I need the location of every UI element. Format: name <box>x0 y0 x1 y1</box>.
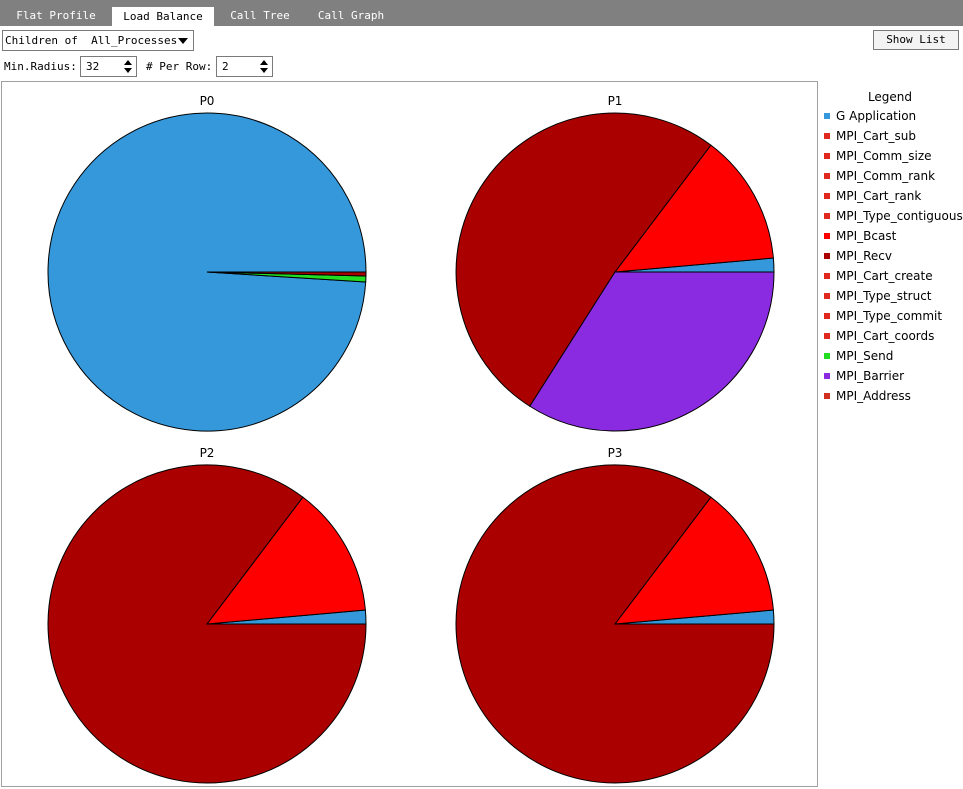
pie-slice[interactable] <box>613 144 774 273</box>
legend-swatch <box>824 313 830 319</box>
spinner-arrows-icon[interactable] <box>258 58 270 75</box>
pie-title: P0 <box>200 94 215 108</box>
legend-swatch <box>824 153 830 159</box>
legend-swatch <box>824 193 830 199</box>
pie-charts: P0 P1 P2 P3 <box>47 94 775 784</box>
legend-label: MPI_Bcast <box>836 229 897 243</box>
tab-call-tree[interactable]: Call Tree <box>230 9 290 22</box>
legend-label: MPI_Type_commit <box>836 309 943 323</box>
legend-label: MPI_Comm_rank <box>836 169 936 183</box>
legend-item: MPI_Cart_coords <box>822 326 962 346</box>
pie-slice[interactable] <box>613 496 774 625</box>
legend-label: MPI_Cart_rank <box>836 189 922 203</box>
tab-flat-profile[interactable]: Flat Profile <box>16 9 96 22</box>
legend-item: MPI_Type_commit <box>822 306 962 326</box>
legend-item: G Application <box>822 106 962 126</box>
legend-item: MPI_Type_struct <box>822 286 962 306</box>
legend-item: MPI_Cart_create <box>822 266 962 286</box>
children-select[interactable]: Children of All_Processes <box>2 30 194 51</box>
legend-swatch <box>824 273 830 279</box>
per-row-value: 2 <box>222 60 229 73</box>
legend-item: MPI_Comm_size <box>822 146 962 166</box>
min-radius-value: 32 <box>86 60 100 73</box>
pie-title: P1 <box>608 94 623 108</box>
pie-title: P3 <box>608 446 623 460</box>
chevron-down-icon[interactable] <box>178 38 188 44</box>
legend-label: MPI_Type_contiguous <box>836 209 963 223</box>
legend-swatch <box>824 353 830 359</box>
legend-label: MPI_Cart_sub <box>836 129 916 143</box>
legend-swatch <box>824 133 830 139</box>
pie-slice[interactable] <box>455 112 712 407</box>
legend-title: Legend <box>867 90 913 104</box>
legend-items: G Application MPI_Cart_sub MPI_Comm_size MP… <box>822 106 963 406</box>
legend-label: MPI_Comm_size <box>836 149 932 163</box>
pie-title: P2 <box>200 446 215 460</box>
legend-item: MPI_Send <box>822 346 962 366</box>
legend-swatch <box>824 393 830 399</box>
per-row-spinner[interactable]: 2 <box>216 56 273 77</box>
legend-label: MPI_Address <box>836 389 911 403</box>
legend-label: MPI_Type_struct <box>836 289 932 303</box>
spin-up-icon[interactable] <box>124 60 132 65</box>
legend-item: MPI_Bcast <box>822 226 962 246</box>
spin-up-icon[interactable] <box>260 60 268 65</box>
legend-item: MPI_Recv <box>822 246 962 266</box>
legend-item: MPI_Cart_sub <box>822 126 962 146</box>
legend-swatch <box>824 293 830 299</box>
min-radius-label: Min.Radius: <box>4 60 77 73</box>
pie-chart-panel: P0 P1 P2 P3 <box>1 81 818 787</box>
per-row-label: # Per Row: <box>146 60 213 73</box>
legend-swatch <box>824 233 830 239</box>
legend-label: MPI_Cart_create <box>836 269 933 283</box>
legend-item: MPI_Barrier <box>822 366 962 386</box>
spin-down-icon[interactable] <box>124 68 132 73</box>
pie-slice[interactable] <box>206 271 367 277</box>
legend: Legend G Application MPI_Cart_sub MPI_Comm… <box>822 88 963 406</box>
children-select-value: Children of All_Processes <box>5 34 178 47</box>
legend-swatch <box>824 373 830 379</box>
legend-swatch <box>824 113 830 119</box>
legend-swatch <box>824 173 830 179</box>
legend-label: G Application <box>836 109 917 123</box>
show-list-button[interactable]: Show List <box>873 30 959 50</box>
legend-label: MPI_Recv <box>836 249 893 263</box>
legend-item: MPI_Cart_rank <box>822 186 962 206</box>
pie-slice[interactable] <box>47 464 367 784</box>
tab-load-balance[interactable]: Load Balance <box>112 7 214 26</box>
legend-item: MPI_Comm_rank <box>822 166 962 186</box>
legend-item: MPI_Type_contiguous <box>822 206 963 226</box>
legend-label: MPI_Cart_coords <box>836 329 935 343</box>
pie-slice[interactable] <box>205 496 366 625</box>
legend-item: MPI_Address <box>822 386 962 406</box>
legend-swatch <box>824 253 830 259</box>
tab-bar: Flat Profile Load Balance Call Tree Call… <box>0 0 963 26</box>
spinner-arrows-icon[interactable] <box>122 58 134 75</box>
legend-swatch <box>824 213 830 219</box>
pie-slice[interactable] <box>455 464 775 784</box>
legend-swatch <box>824 333 830 339</box>
spin-down-icon[interactable] <box>260 68 268 73</box>
tab-call-graph[interactable]: Call Graph <box>317 9 385 22</box>
pie-slice[interactable] <box>529 271 775 432</box>
legend-label: MPI_Barrier <box>836 369 905 383</box>
min-radius-spinner[interactable]: 32 <box>80 56 137 77</box>
legend-label: MPI_Send <box>836 349 894 363</box>
